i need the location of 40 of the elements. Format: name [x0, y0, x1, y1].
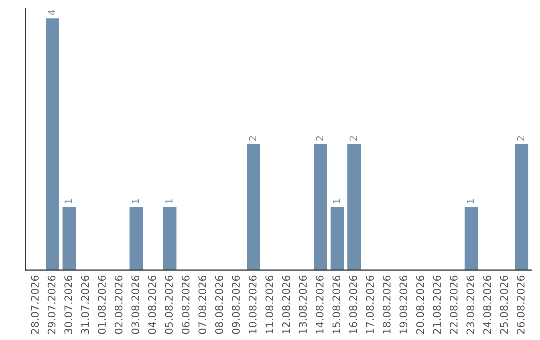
x-tick-label: 31.07.2026	[81, 276, 90, 334]
x-tick-label: 04.08.2026	[148, 276, 156, 334]
x-tick-label: 23.08.2026	[466, 276, 475, 334]
x-tick-label: 26.08.2026	[516, 276, 525, 334]
x-tick-label: 12.08.2026	[282, 276, 290, 334]
x-tick-label: 15.08.2026	[332, 276, 341, 334]
x-tick-label: 11.08.2026	[266, 276, 274, 334]
x-tick-label: 18.08.2026	[382, 276, 391, 334]
x-tick-label: 24.08.2026	[483, 276, 492, 334]
data-label: 4	[48, 10, 56, 16]
x-tick-label: 28.07.2026	[31, 276, 39, 334]
x-tick-label: 16.08.2026	[349, 276, 358, 334]
x-tick-label: 20.08.2026	[416, 276, 424, 334]
x-tick-label: 02.08.2026	[114, 276, 123, 334]
x-tick-label: 21.08.2026	[433, 276, 442, 334]
data-label: 2	[316, 136, 324, 141]
x-tick-label: 09.08.2026	[232, 276, 240, 334]
x-tick-label: 19.08.2026	[400, 276, 408, 334]
x-tick-label: 07.08.2026	[198, 276, 207, 334]
data-label: 1	[333, 199, 340, 204]
data-label: 2	[517, 136, 525, 141]
data-label: 2	[249, 136, 256, 141]
x-tick-label: 03.08.2026	[132, 276, 140, 334]
x-tick-label: 10.08.2026	[248, 276, 257, 334]
x-tick-label: 25.08.2026	[500, 276, 508, 334]
x-tick-label: 22.08.2026	[450, 276, 458, 334]
x-tick-label: 29.07.2026	[48, 276, 56, 334]
x-tick-label: 14.08.2026	[316, 276, 324, 334]
data-label: 2	[350, 136, 357, 141]
x-tick-label: 17.08.2026	[366, 276, 374, 334]
data-label: 1	[132, 199, 140, 204]
x-tick-label: 05.08.2026	[165, 276, 174, 334]
data-label: 1	[65, 199, 72, 204]
x-tick-label: 06.08.2026	[182, 276, 190, 334]
x-tick-label: 08.08.2026	[215, 276, 224, 334]
x-tick-label: 01.08.2026	[98, 276, 106, 334]
x-tick-label: 13.08.2026	[299, 276, 308, 334]
x-tick-label: 30.07.2026	[64, 276, 73, 334]
data-label: 1	[166, 199, 173, 204]
data-label: 1	[467, 199, 474, 204]
